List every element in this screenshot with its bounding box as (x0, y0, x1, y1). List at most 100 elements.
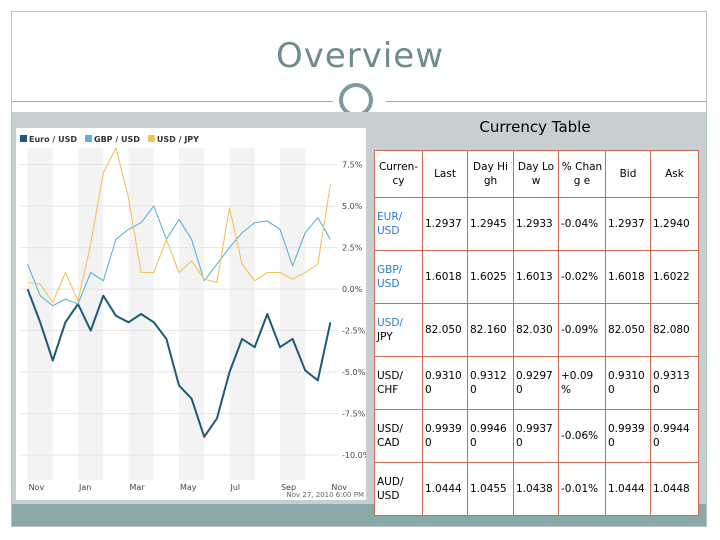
col-header-currency: Curren- cy (374, 150, 423, 198)
cell-last: 1.6018 (422, 250, 468, 304)
cell-last: 0.9310 0 (422, 356, 468, 410)
y-tick-label: 0.0% (342, 285, 363, 294)
slide-frame (11, 11, 707, 527)
pair-quote: CHF (377, 384, 399, 396)
table-row: EUR/USD 1.2937 1.2945 1.2933 -0.04% 1.2937 1.2… (374, 197, 699, 251)
legend-label: USD / JPY (157, 135, 199, 144)
grid-band (179, 148, 205, 480)
cell-high: 0.9946 0 (467, 409, 514, 463)
title-rule-left (12, 101, 333, 102)
currency-chart: 7.5% 5.0% 2.5% 0.0% -2.5% -5.0% -7.5% -10.0% Nov… (16, 128, 366, 500)
pair-quote: CAD (377, 437, 400, 449)
cell-last: 1.2937 (422, 197, 468, 251)
col-header-last: Last (422, 150, 468, 198)
col-header-day-low: Day Low (513, 150, 559, 198)
grid-band (279, 148, 306, 480)
x-tick-label: Mar (130, 483, 146, 492)
x-tick-label: Nov (29, 483, 45, 492)
cell-last: 1.0444 (422, 462, 468, 516)
x-tick-label: Jul (229, 483, 240, 492)
col-header-day-high: Day High (467, 150, 514, 198)
x-tick-label: Nov (331, 483, 347, 492)
pair-base: EUR/ (377, 211, 403, 223)
x-tick-label: Sep (281, 483, 296, 492)
pair-base: GBP/ (377, 264, 403, 276)
pair-quote: USD (377, 490, 400, 502)
cell-last: 82.050 (422, 303, 468, 357)
table-header-row: Curren- cy Last Day High Day Low % Chang… (374, 150, 699, 198)
pair-base: USD/ (377, 423, 403, 435)
series-line (27, 205, 331, 307)
legend-swatch (85, 135, 92, 142)
cell-ask: 1.6022 (650, 250, 699, 304)
y-tick-label: 5.0% (342, 202, 363, 211)
cell-ask: 0.9944 0 (650, 409, 699, 463)
cell-high: 0.9312 0 (467, 356, 514, 410)
cell-high: 1.0455 (467, 462, 514, 516)
y-tick-label: -10.0% (342, 451, 366, 460)
cell-bid: 1.2937 (605, 197, 651, 251)
series-line (27, 147, 331, 303)
table-row: USD/CAD 0.9939 0 0.9946 0 0.9937 0 -0.06% 0.9… (374, 409, 699, 463)
cell-ask: 1.0448 (650, 462, 699, 516)
cell-ask: 1.2940 (650, 197, 699, 251)
y-tick-label: -5.0% (342, 368, 366, 377)
table-row: AUD/USD 1.0444 1.0455 1.0438 -0.01% 1.0444 1.0… (374, 462, 699, 516)
cell-change: -0.04% (558, 197, 606, 251)
cell-currency-pair: USD/CAD (374, 409, 423, 463)
col-header-ask: Ask (650, 150, 699, 198)
grid-band (229, 148, 255, 480)
table-row: GBP/USD 1.6018 1.6025 1.6013 -0.02% 1.6018 1.6… (374, 250, 699, 304)
cell-high: 82.160 (467, 303, 514, 357)
pair-base: AUD/ (377, 476, 404, 488)
col-header-change: % Chang e (558, 150, 606, 198)
cell-low: 1.0438 (513, 462, 559, 516)
pair-base: USD/ (377, 370, 403, 382)
legend-label: GBP / USD (94, 135, 140, 144)
cell-change: -0.06% (558, 409, 606, 463)
y-tick-label: 7.5% (342, 161, 363, 170)
cell-ask: 82.080 (650, 303, 699, 357)
cell-change: -0.09% (558, 303, 606, 357)
grid-band (27, 148, 53, 480)
cell-bid: 1.0444 (605, 462, 651, 516)
pair-quote: USD (377, 225, 400, 237)
cell-low: 0.9297 0 (513, 356, 559, 410)
table-title: Currency Table (479, 118, 591, 136)
cell-currency-pair: AUD/USD (374, 462, 423, 516)
table-row: USD/CHF 0.9310 0 0.9312 0 0.9297 0 +0.09 % 0.… (374, 356, 699, 410)
pair-base: USD/ (377, 317, 403, 329)
x-tick-label: Jan (78, 483, 91, 492)
cell-currency-pair: USD/CHF (374, 356, 423, 410)
cell-bid: 82.050 (605, 303, 651, 357)
cell-currency-pair: GBP/USD (374, 250, 423, 304)
pair-quote: USD (377, 278, 400, 290)
x-tick-label: May (180, 483, 197, 492)
cell-change: +0.09 % (558, 356, 606, 410)
legend-swatch (147, 135, 155, 142)
currency-table: Curren- cy Last Day High Day Low % Chang… (374, 150, 699, 516)
y-tick-label: -7.5% (342, 410, 366, 419)
legend-swatch (20, 135, 27, 142)
title-rule-right (386, 101, 706, 102)
pair-quote: JPY (377, 331, 393, 343)
cell-bid: 0.9310 0 (605, 356, 651, 410)
cell-high: 1.2945 (467, 197, 514, 251)
cell-last: 0.9939 0 (422, 409, 468, 463)
chart-timestamp: Nov 27, 2010 6:00 PM (287, 491, 365, 499)
cell-currency-pair: USD/JPY (374, 303, 423, 357)
cell-low: 1.2933 (513, 197, 559, 251)
cell-ask: 0.9313 0 (650, 356, 699, 410)
legend-label: Euro / USD (29, 135, 77, 144)
cell-low: 82.030 (513, 303, 559, 357)
cell-bid: 0.9939 0 (605, 409, 651, 463)
cell-low: 0.9937 0 (513, 409, 559, 463)
cell-low: 1.6013 (513, 250, 559, 304)
col-header-bid: Bid (605, 150, 651, 198)
cell-change: -0.02% (558, 250, 606, 304)
y-tick-label: 2.5% (342, 244, 363, 253)
slide-title: Overview (275, 36, 445, 76)
table-row: USD/JPY 82.050 82.160 82.030 -0.09% 82.050 82.… (374, 303, 699, 357)
cell-currency-pair: EUR/USD (374, 197, 423, 251)
cell-high: 1.6025 (467, 250, 514, 304)
